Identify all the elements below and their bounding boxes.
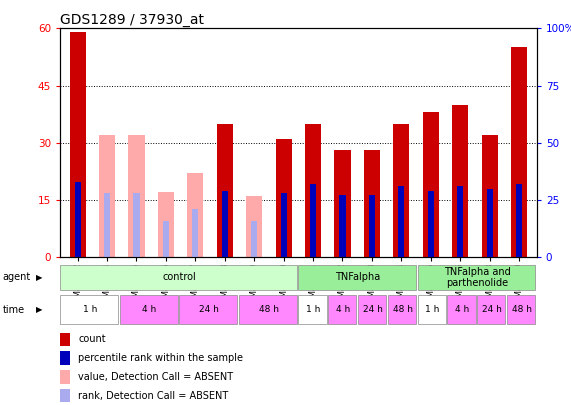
Bar (276, 139, 292, 257)
Bar (187, 173, 203, 257)
Bar (158, 192, 174, 257)
Bar (134, 193, 139, 257)
Bar (216, 124, 233, 257)
Bar (369, 195, 375, 257)
Text: GDS1289 / 37930_at: GDS1289 / 37930_at (60, 13, 204, 27)
Bar (305, 124, 321, 257)
Bar (60, 352, 70, 365)
Text: value, Detection Call = ABSENT: value, Detection Call = ABSENT (78, 372, 233, 382)
Bar (75, 182, 81, 257)
Text: 1 h: 1 h (306, 305, 320, 314)
Text: 1 h: 1 h (425, 305, 440, 314)
Bar (104, 193, 110, 257)
Bar (481, 135, 498, 257)
Bar (60, 265, 297, 290)
Text: 24 h: 24 h (363, 305, 383, 314)
Bar (457, 186, 463, 257)
Bar (399, 186, 404, 257)
Bar (60, 295, 118, 324)
Bar (507, 295, 535, 324)
Bar (364, 150, 380, 257)
Bar (299, 265, 416, 290)
Text: TNFalpha and
parthenolide: TNFalpha and parthenolide (444, 266, 510, 288)
Text: rank, Detection Call = ABSENT: rank, Detection Call = ABSENT (78, 391, 228, 401)
Text: 24 h: 24 h (199, 305, 219, 314)
Bar (179, 295, 238, 324)
Bar (447, 295, 476, 324)
Bar (358, 295, 386, 324)
Bar (280, 193, 287, 257)
Bar (60, 389, 70, 403)
Bar (119, 295, 178, 324)
Bar (428, 191, 434, 257)
Bar (417, 265, 535, 290)
Bar (388, 295, 416, 324)
Text: 24 h: 24 h (482, 305, 502, 314)
Bar (163, 221, 169, 257)
Bar (70, 32, 86, 257)
Bar (222, 191, 228, 257)
Text: TNFalpha: TNFalpha (335, 273, 380, 282)
Bar (239, 295, 297, 324)
Bar (452, 104, 468, 257)
Bar (516, 184, 522, 257)
Bar (310, 184, 316, 257)
Bar (299, 295, 327, 324)
Text: percentile rank within the sample: percentile rank within the sample (78, 353, 243, 363)
Bar (486, 189, 493, 257)
Bar (477, 295, 505, 324)
Bar (511, 47, 527, 257)
Bar (246, 196, 262, 257)
Bar (192, 209, 198, 257)
Bar (60, 370, 70, 384)
Text: control: control (162, 273, 196, 282)
Bar (393, 124, 409, 257)
Bar (339, 195, 345, 257)
Text: count: count (78, 335, 106, 344)
Bar (128, 135, 144, 257)
Text: ▶: ▶ (36, 305, 42, 314)
Text: 4 h: 4 h (336, 305, 350, 314)
Bar (99, 135, 115, 257)
Text: 1 h: 1 h (83, 305, 97, 314)
Bar (60, 333, 70, 346)
Text: agent: agent (3, 273, 31, 282)
Bar (423, 112, 439, 257)
Text: time: time (3, 305, 25, 315)
Bar (417, 295, 446, 324)
Text: 48 h: 48 h (512, 305, 532, 314)
Bar (335, 150, 351, 257)
Text: ▶: ▶ (36, 273, 42, 282)
Text: 4 h: 4 h (455, 305, 469, 314)
Text: 48 h: 48 h (393, 305, 413, 314)
Bar (251, 221, 258, 257)
Bar (328, 295, 356, 324)
Text: 48 h: 48 h (259, 305, 279, 314)
Text: 4 h: 4 h (142, 305, 156, 314)
